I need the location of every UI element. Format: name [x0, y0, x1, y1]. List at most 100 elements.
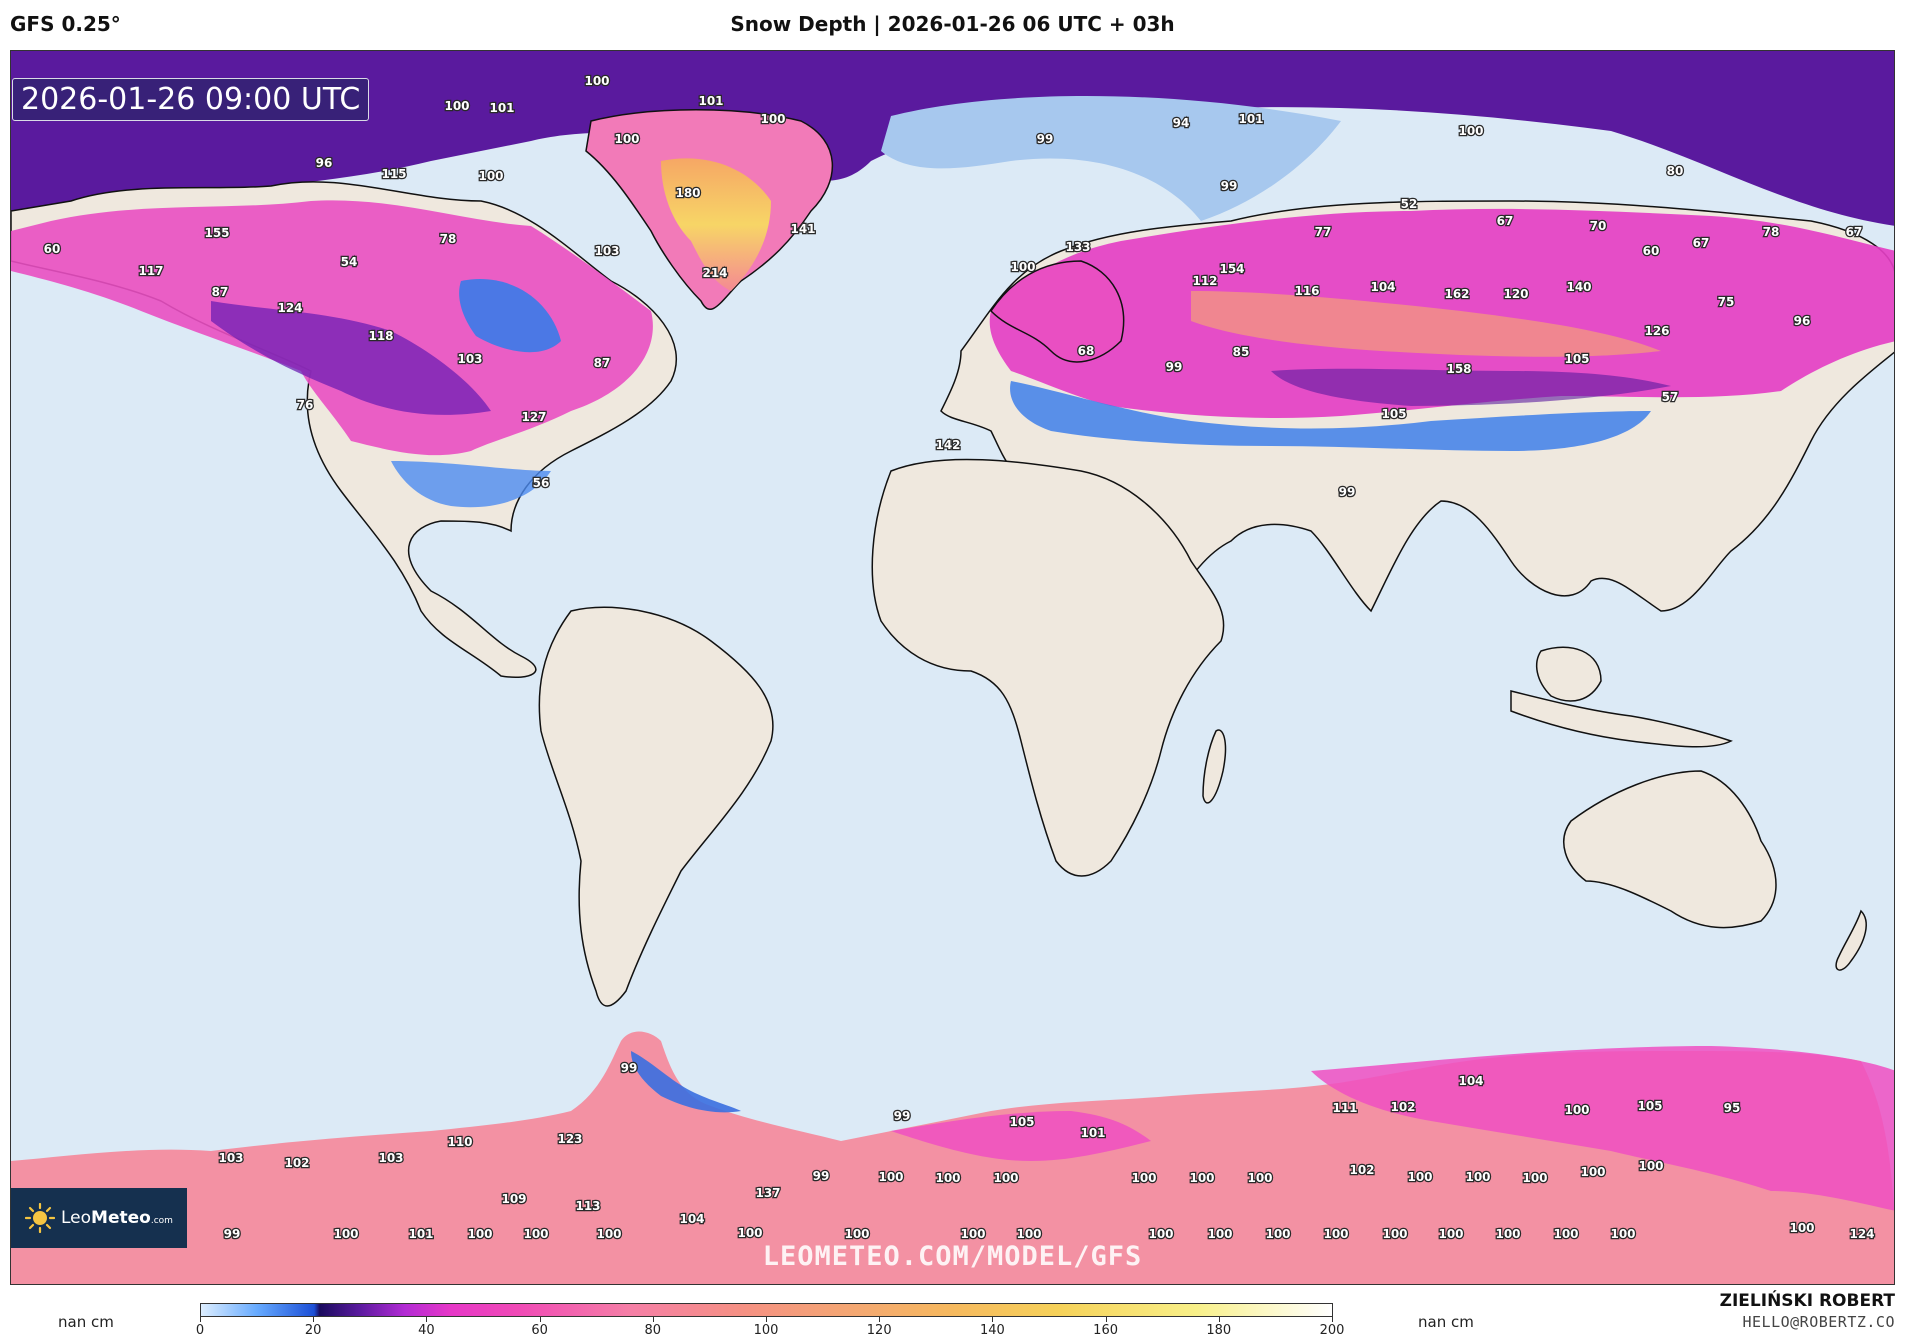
eurasia-snow-purple [1271, 368, 1671, 406]
snow-depth-value-label: 100 [760, 112, 785, 126]
snow-depth-value-label: 80 [1667, 164, 1684, 178]
snow-depth-value-label: 100 [1522, 1171, 1547, 1185]
snow-depth-value-label: 141 [790, 222, 815, 236]
snow-depth-value-label: 100 [1382, 1227, 1407, 1241]
arctic-ice-light [881, 96, 1341, 221]
colorbar-tick [992, 1317, 994, 1322]
south-america-land [538, 606, 774, 1007]
snow-depth-value-label: 100 [1189, 1171, 1214, 1185]
snow-depth-value-label: 54 [341, 255, 358, 269]
snow-depth-value-label: 100 [1564, 1103, 1589, 1117]
snow-depth-value-label: 104 [1370, 280, 1395, 294]
snow-depth-value-label: 99 [621, 1061, 638, 1075]
snow-depth-value-label: 100 [333, 1227, 358, 1241]
snow-depth-value-label: 100 [523, 1227, 548, 1241]
snow-depth-value-label: 67 [1497, 214, 1514, 228]
snow-depth-value-label: 100 [444, 99, 469, 113]
snow-depth-value-label: 52 [1401, 197, 1418, 211]
snow-depth-value-label: 100 [993, 1171, 1018, 1185]
snow-depth-value-label: 100 [1247, 1171, 1272, 1185]
logo-prefix: Leo [61, 1208, 92, 1228]
na-snow-blue [459, 279, 561, 353]
madagascar-land [1202, 729, 1227, 804]
africa-land [871, 458, 1225, 877]
snow-depth-value-label: 117 [138, 264, 163, 278]
snow-depth-value-label: 60 [1643, 244, 1660, 258]
snow-depth-value-label: 100 [584, 74, 609, 88]
watermark-url: LEOMETEO.COM/MODEL/GFS [762, 1241, 1143, 1272]
snow-depth-value-label: 102 [1349, 1163, 1374, 1177]
snow-depth-value-label: 100 [1610, 1227, 1635, 1241]
snow-depth-value-label: 67 [1693, 236, 1710, 250]
snow-depth-value-label: 100 [1407, 1170, 1432, 1184]
snow-depth-value-label: 101 [1080, 1126, 1105, 1140]
snow-depth-value-label: 100 [737, 1226, 762, 1240]
snow-depth-value-label: 100 [1638, 1159, 1663, 1173]
snow-depth-value-label: 115 [381, 167, 406, 181]
snow-depth-value-label: 118 [368, 329, 393, 343]
snow-depth-value-label: 120 [1503, 287, 1528, 301]
colorbar-tick-label: 120 [866, 1323, 892, 1338]
snow-depth-value-label: 140 [1566, 280, 1591, 294]
snow-depth-value-label: 124 [277, 301, 302, 315]
indonesia-islands [1510, 690, 1733, 748]
colorbar-tick [652, 1317, 654, 1322]
snow-depth-value-label: 100 [878, 1170, 903, 1184]
snow-depth-value-label: 99 [894, 1109, 911, 1123]
colorbar-tick [766, 1317, 767, 1322]
snow-depth-value-label: 68 [1078, 344, 1095, 358]
snow-depth-value-label: 100 [1207, 1227, 1232, 1241]
colorbar-tick-label: 40 [418, 1323, 435, 1338]
colorbar-tick [426, 1317, 428, 1322]
snow-depth-value-label: 100 [1131, 1171, 1156, 1185]
snow-depth-value-label: 101 [489, 101, 514, 115]
snow-depth-value-label: 100 [844, 1227, 869, 1241]
snow-depth-value-label: 180 [675, 186, 700, 200]
snow-depth-value-label: 142 [935, 438, 960, 452]
colorbar-tick [200, 1317, 201, 1322]
snow-depth-value-label: 100 [1495, 1227, 1520, 1241]
snow-depth-value-label: 111 [1332, 1101, 1357, 1115]
snow-depth-value-label: 103 [457, 352, 482, 366]
antarctica-snow-pink-east [1311, 1046, 1894, 1211]
colorbar-tick-label: 100 [753, 1323, 779, 1338]
snow-depth-value-label: 78 [440, 232, 457, 246]
snow-depth-value-label: 76 [297, 398, 314, 412]
snow-depth-value-label: 100 [614, 132, 639, 146]
map-title: Snow Depth | 2026-01-26 06 UTC + 03h [730, 12, 1175, 36]
snow-depth-value-label: 103 [218, 1151, 243, 1165]
snow-depth-value-label: 94 [1173, 116, 1190, 130]
snow-depth-value-label: 155 [204, 226, 229, 240]
snow-depth-value-label: 99 [224, 1227, 241, 1241]
snow-depth-value-label: 101 [408, 1227, 433, 1241]
snow-depth-value-label: 96 [1794, 314, 1811, 328]
snow-depth-value-label: 85 [1233, 345, 1250, 359]
logo-bold: Meteo [91, 1208, 151, 1228]
snow-depth-value-label: 102 [284, 1156, 309, 1170]
colorbar [200, 1303, 1333, 1317]
snow-depth-value-label: 123 [557, 1132, 582, 1146]
snow-depth-value-label: 99 [1037, 132, 1054, 146]
snow-depth-value-label: 100 [1010, 260, 1035, 274]
colorbar-tick-label: 20 [304, 1323, 322, 1338]
snow-depth-value-label: 100 [1016, 1227, 1041, 1241]
snow-depth-value-label: 100 [1458, 124, 1483, 138]
sun-icon [25, 1203, 55, 1233]
snow-depth-value-label: 100 [1438, 1227, 1463, 1241]
snow-depth-value-label: 99 [813, 1169, 830, 1183]
snow-depth-value-label: 99 [1166, 360, 1183, 374]
map-frame: 100 101 100 101 100 100 99 94 101 100 96 115 100 180 8… [10, 50, 1895, 1285]
snow-depth-value-label: 99 [1221, 179, 1238, 193]
na-snow-purple [211, 301, 491, 415]
snow-depth-value-label: 104 [1458, 1074, 1483, 1088]
snow-depth-value-label: 100 [935, 1171, 960, 1185]
snow-depth-value-label: 77 [1315, 225, 1332, 239]
snow-depth-value-label: 101 [1238, 112, 1263, 126]
snow-depth-value-label: 100 [596, 1227, 621, 1241]
snow-depth-value-label: 56 [533, 476, 550, 490]
colorbar-tick [539, 1317, 541, 1322]
colorbar-tick [1332, 1317, 1333, 1322]
colorbar-tick-label: 180 [1206, 1323, 1232, 1338]
snow-depth-value-label: 103 [594, 244, 619, 258]
nan-label-right: nan cm [1418, 1313, 1474, 1331]
